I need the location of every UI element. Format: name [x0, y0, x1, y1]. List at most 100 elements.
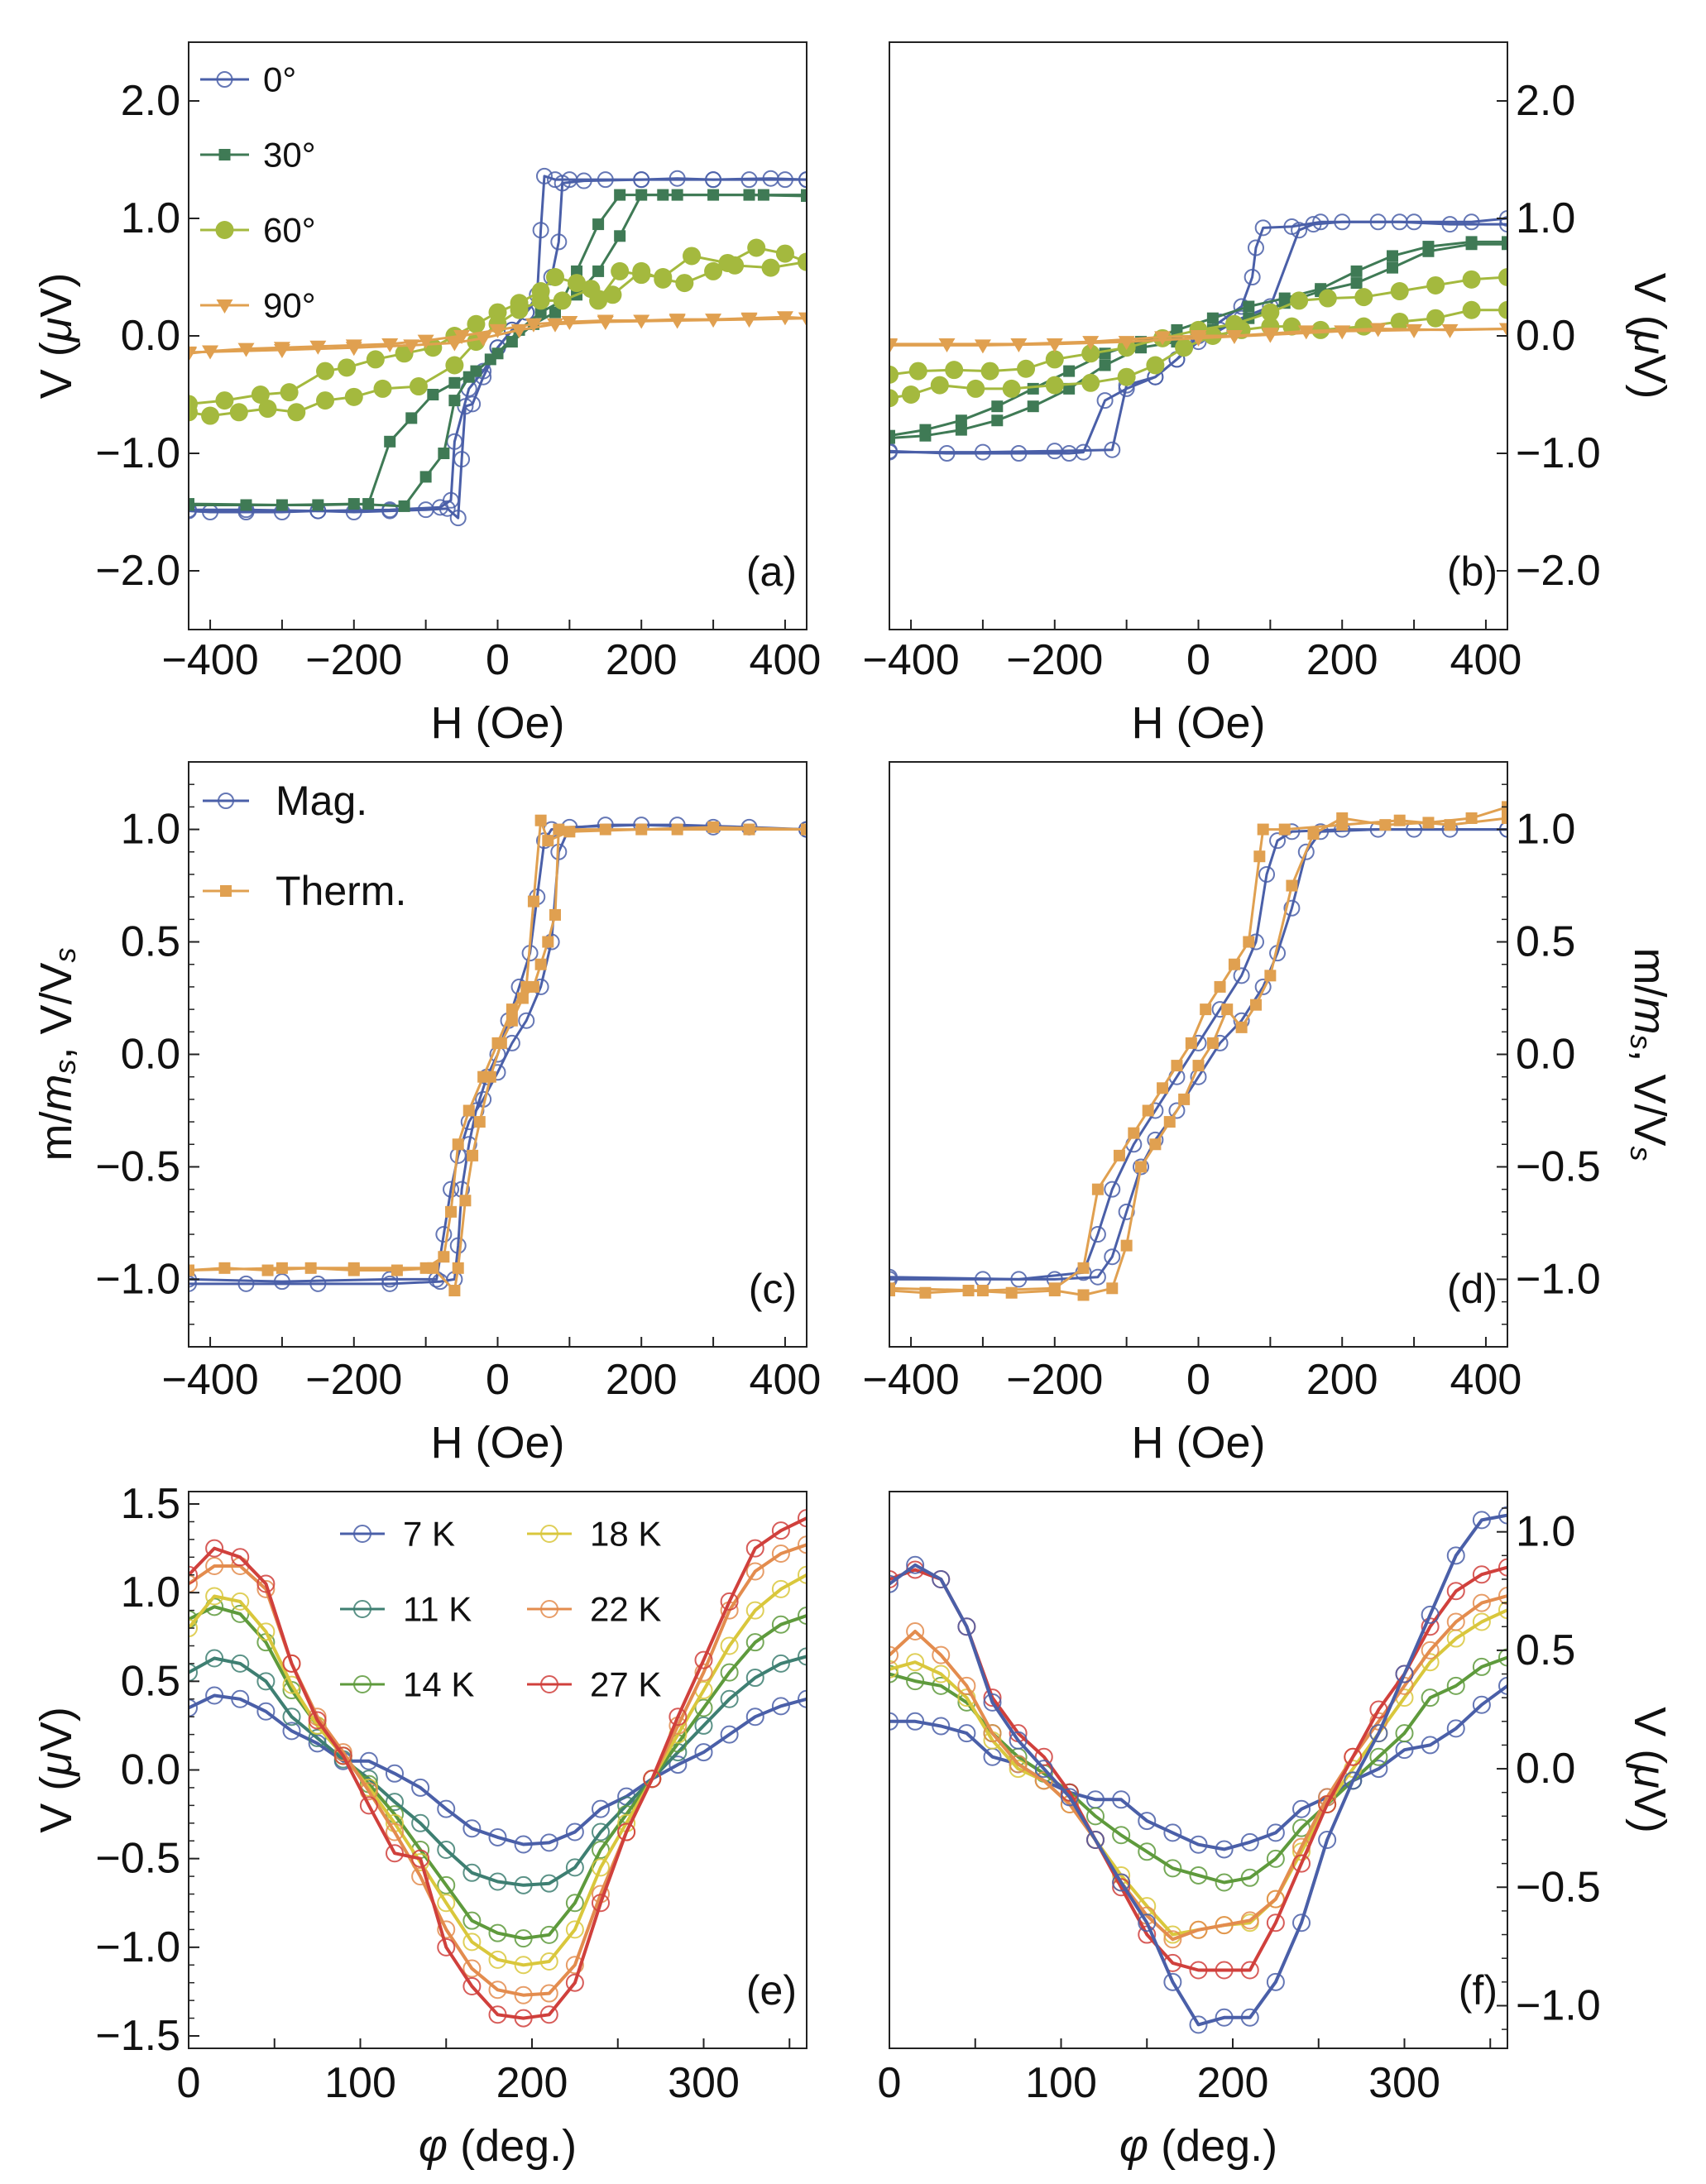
plot-area	[889, 801, 1507, 1301]
x-axis-title: H (Oe)	[1132, 698, 1266, 748]
data-point	[231, 1654, 250, 1673]
data-point	[1472, 1593, 1491, 1612]
data-point	[1104, 1248, 1121, 1266]
data-point	[1444, 819, 1456, 831]
y-tick-label: −2.0	[1516, 547, 1601, 595]
data-point	[565, 1920, 584, 1939]
legend-label: 11 K	[403, 1590, 472, 1629]
data-point	[553, 291, 572, 310]
y-tick-label: 2.0	[121, 77, 180, 125]
data-point	[571, 265, 583, 277]
data-point	[218, 1262, 231, 1274]
data-point	[798, 312, 807, 327]
data-point	[1472, 1511, 1491, 1530]
axis-title-part: V)	[1625, 1789, 1675, 1833]
data-point	[745, 1669, 764, 1688]
panel-label: (d)	[1447, 1266, 1498, 1312]
data-point	[1462, 270, 1481, 289]
y-tick-label: 0.0	[121, 1031, 180, 1079]
series-1	[889, 801, 1507, 1301]
legend-item: Mag.	[203, 778, 367, 824]
data-point	[776, 311, 793, 326]
data-point	[983, 1688, 1002, 1707]
legend-item: 30°	[200, 136, 316, 175]
data-point	[1146, 356, 1165, 375]
data-point	[525, 318, 542, 333]
data-point	[308, 1711, 327, 1730]
data-point	[448, 376, 461, 389]
data-point	[1249, 999, 1262, 1011]
data-point	[1390, 282, 1409, 301]
plot-area	[189, 1509, 807, 2028]
data-point	[553, 823, 565, 836]
data-point	[707, 189, 720, 201]
data-point	[462, 1976, 482, 1995]
legend-label: Therm.	[276, 868, 406, 914]
data-point	[539, 1925, 558, 1944]
data-point	[1354, 317, 1373, 336]
series-line	[889, 1655, 1507, 1885]
y-tick-label: −1.0	[1516, 1255, 1601, 1303]
y-tick-label: 1.0	[121, 1569, 180, 1616]
data-point	[1112, 1873, 1131, 1892]
data-point	[1292, 1913, 1311, 1933]
data-point	[798, 1607, 807, 1626]
data-point	[229, 403, 248, 422]
data-point	[453, 451, 471, 468]
axis-title-part: V (	[1625, 273, 1675, 330]
data-point	[657, 189, 669, 201]
data-point	[720, 1725, 739, 1744]
axis-title-part: H (Oe)	[431, 1418, 565, 1468]
panel-c: −400 −200 0 200 400 −1.0 −0.5 0.0 0.5 1.0 H (Oe) m/…	[31, 761, 821, 1468]
data-point	[1262, 328, 1279, 343]
data-point	[775, 244, 794, 263]
data-point	[280, 383, 299, 402]
data-point	[633, 314, 650, 329]
legend-label: 60°	[263, 211, 316, 250]
data-point	[381, 1271, 399, 1288]
data-point	[1200, 1003, 1212, 1016]
axis-title-part: s	[1625, 1034, 1659, 1049]
data-point	[1171, 1060, 1183, 1072]
data-point	[205, 1587, 224, 1606]
data-point	[437, 1840, 456, 1859]
data-point	[189, 1565, 198, 1584]
data-point	[932, 1569, 951, 1588]
data-point	[1266, 1972, 1285, 1991]
axis-title-part: V)	[31, 273, 81, 318]
data-point	[448, 395, 461, 407]
x-tick-label: −200	[305, 1356, 402, 1404]
x-tick-label: 200	[606, 636, 678, 684]
data-point	[1253, 850, 1266, 863]
data-point	[671, 189, 683, 201]
data-point	[1266, 1823, 1285, 1842]
data-point	[1081, 373, 1100, 392]
x-tick-label: 400	[750, 636, 822, 684]
data-point	[1257, 823, 1269, 836]
legend-item: 7 K	[340, 1515, 455, 1554]
data-point	[1240, 1868, 1259, 1887]
data-point	[534, 814, 547, 826]
legend-label: 90°	[263, 286, 316, 325]
data-point	[1104, 441, 1121, 458]
data-point	[386, 1844, 404, 1863]
data-point	[459, 1195, 472, 1207]
data-point	[1163, 1972, 1182, 1991]
data-point	[726, 256, 745, 275]
data-point	[1387, 261, 1399, 274]
data-point	[771, 1545, 790, 1564]
panel-f: 0 100 200 300 −1.0 −0.5 0.0 0.5 1.0 φ (deg.) V (μV…	[878, 1491, 1675, 2171]
data-point	[449, 510, 467, 527]
data-point	[1189, 1961, 1208, 1980]
axis-title-part: m	[1625, 997, 1675, 1034]
legend: Mag. Therm.	[203, 778, 406, 914]
data-point	[1426, 275, 1445, 295]
data-point	[488, 1950, 507, 1969]
data-point	[449, 1237, 467, 1254]
data-point	[1112, 1790, 1131, 1809]
data-point	[1235, 1021, 1248, 1033]
data-point	[273, 1273, 290, 1291]
data-point	[1369, 1724, 1388, 1743]
data-point	[798, 252, 807, 271]
data-point	[1290, 291, 1309, 310]
